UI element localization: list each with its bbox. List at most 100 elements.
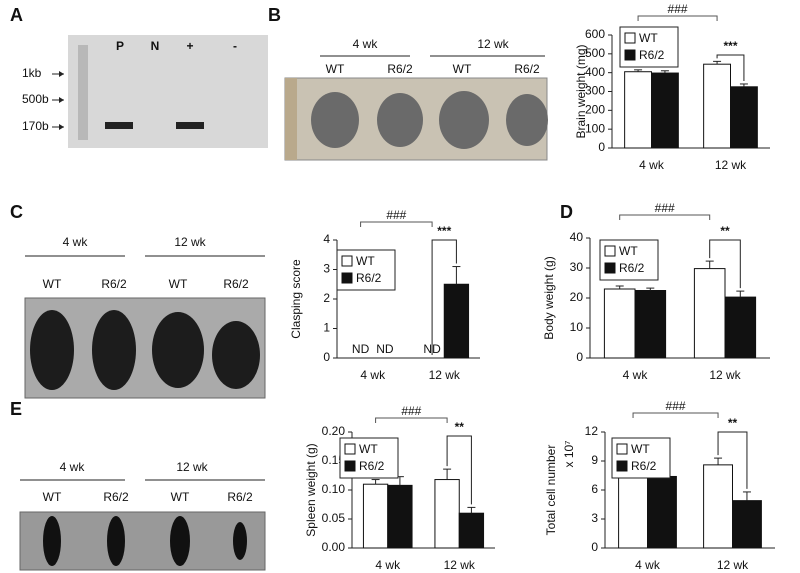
y-tick-label: 0.10 <box>322 482 346 496</box>
legend-swatch <box>616 443 628 455</box>
legend-label: WT <box>631 442 650 456</box>
group-label: 4 wk <box>63 235 89 249</box>
bracket-label: *** <box>437 224 451 238</box>
ruler <box>285 78 297 160</box>
arrow-head <box>59 71 64 77</box>
column-label: R6/2 <box>227 490 253 504</box>
column-label: WT <box>171 490 190 504</box>
y-tick-label: 1 <box>323 321 330 335</box>
spleen <box>107 516 125 566</box>
column-label: WT <box>43 277 62 291</box>
column-label: WT <box>326 62 345 76</box>
bar <box>362 483 389 549</box>
y-tick-label: 200 <box>585 103 605 117</box>
legend-swatch <box>604 262 616 274</box>
x-tick-label: 12 wk <box>444 558 476 572</box>
y-tick-label: 20 <box>570 290 584 304</box>
column-label: R6/2 <box>101 277 127 291</box>
spleen <box>43 516 61 566</box>
panel-label: D <box>560 202 573 222</box>
bar <box>618 476 648 549</box>
x-tick-label: 4 wk <box>375 558 401 572</box>
column-label: WT <box>43 490 62 504</box>
arrow-head <box>59 124 64 130</box>
spleen <box>233 522 247 560</box>
brain <box>377 93 423 147</box>
lane-label: P <box>116 39 124 53</box>
panel-label: B <box>268 5 281 25</box>
bracket <box>632 412 719 418</box>
bar <box>732 500 762 549</box>
group-label: 12 wk <box>176 460 208 474</box>
bar <box>458 512 485 549</box>
y-axis-label: Clasping score <box>289 259 303 339</box>
panel-label: C <box>10 202 23 222</box>
arrow-head <box>59 97 64 103</box>
lane-label: N <box>151 39 160 53</box>
x-tick-label: 12 wk <box>429 368 461 382</box>
legend-swatch <box>616 460 628 472</box>
y-tick-label: 3 <box>323 262 330 276</box>
panel-label: E <box>10 399 22 419</box>
lane-label: - <box>233 39 237 53</box>
legend-swatch <box>341 255 353 267</box>
y-tick-label: 300 <box>585 84 605 98</box>
brain <box>311 92 359 148</box>
group-label: 4 wk <box>353 37 379 51</box>
group-label: 12 wk <box>477 37 509 51</box>
legend-swatch <box>604 245 616 257</box>
marker-label: 500b <box>22 92 49 106</box>
legend-swatch <box>624 32 636 44</box>
column-label: WT <box>453 62 472 76</box>
bar <box>387 484 413 549</box>
bracket <box>446 435 472 505</box>
spleen <box>170 516 190 566</box>
legend-swatch <box>344 460 356 472</box>
bracket <box>619 214 711 220</box>
bar <box>703 464 733 549</box>
bracket-label: ### <box>386 208 406 222</box>
legend-label: WT <box>356 254 375 268</box>
bar <box>693 268 726 359</box>
bar <box>730 86 758 149</box>
y-tick-label: 500 <box>585 46 605 60</box>
legend-swatch <box>341 272 353 284</box>
legend-label: R6/2 <box>639 48 665 62</box>
bracket-label: ** <box>720 224 730 238</box>
x-tick-label: 4 wk <box>635 558 661 572</box>
brain <box>439 91 489 149</box>
legend-swatch <box>624 49 636 61</box>
column-label: R6/2 <box>223 277 249 291</box>
legend-label: R6/2 <box>359 459 385 473</box>
mouse <box>92 310 136 390</box>
brain <box>506 94 548 146</box>
bar <box>434 479 460 549</box>
marker-label: 1kb <box>22 66 42 80</box>
y-axis-label: Spleen weight (g) <box>304 443 318 536</box>
y-tick-label: 400 <box>585 65 605 79</box>
y-tick-label: 0.20 <box>322 424 346 438</box>
y-tick-label: 10 <box>570 320 584 334</box>
bar <box>703 63 732 149</box>
bar <box>443 283 470 359</box>
legend-label: R6/2 <box>356 271 382 285</box>
panel-label: A <box>10 5 23 25</box>
mouse <box>212 321 260 389</box>
bar <box>603 288 636 359</box>
legend-label: R6/2 <box>631 459 657 473</box>
bracket <box>716 54 745 81</box>
bar <box>724 296 757 359</box>
bracket <box>360 221 433 227</box>
x-tick-label: 4 wk <box>623 368 649 382</box>
y-tick-label: 0 <box>323 350 330 364</box>
y-tick-label: 6 <box>591 482 598 496</box>
y-tick-label: 0 <box>598 140 605 154</box>
x-tick-label: 12 wk <box>717 558 749 572</box>
y-tick-label: 0.15 <box>322 453 346 467</box>
y-axis-label: Total cell number <box>544 445 558 536</box>
gel-band <box>105 122 133 129</box>
mouse <box>30 310 74 390</box>
bracket-label: ### <box>655 201 675 215</box>
bracket-label: ### <box>401 404 421 418</box>
x-tick-label: 4 wk <box>360 368 386 382</box>
